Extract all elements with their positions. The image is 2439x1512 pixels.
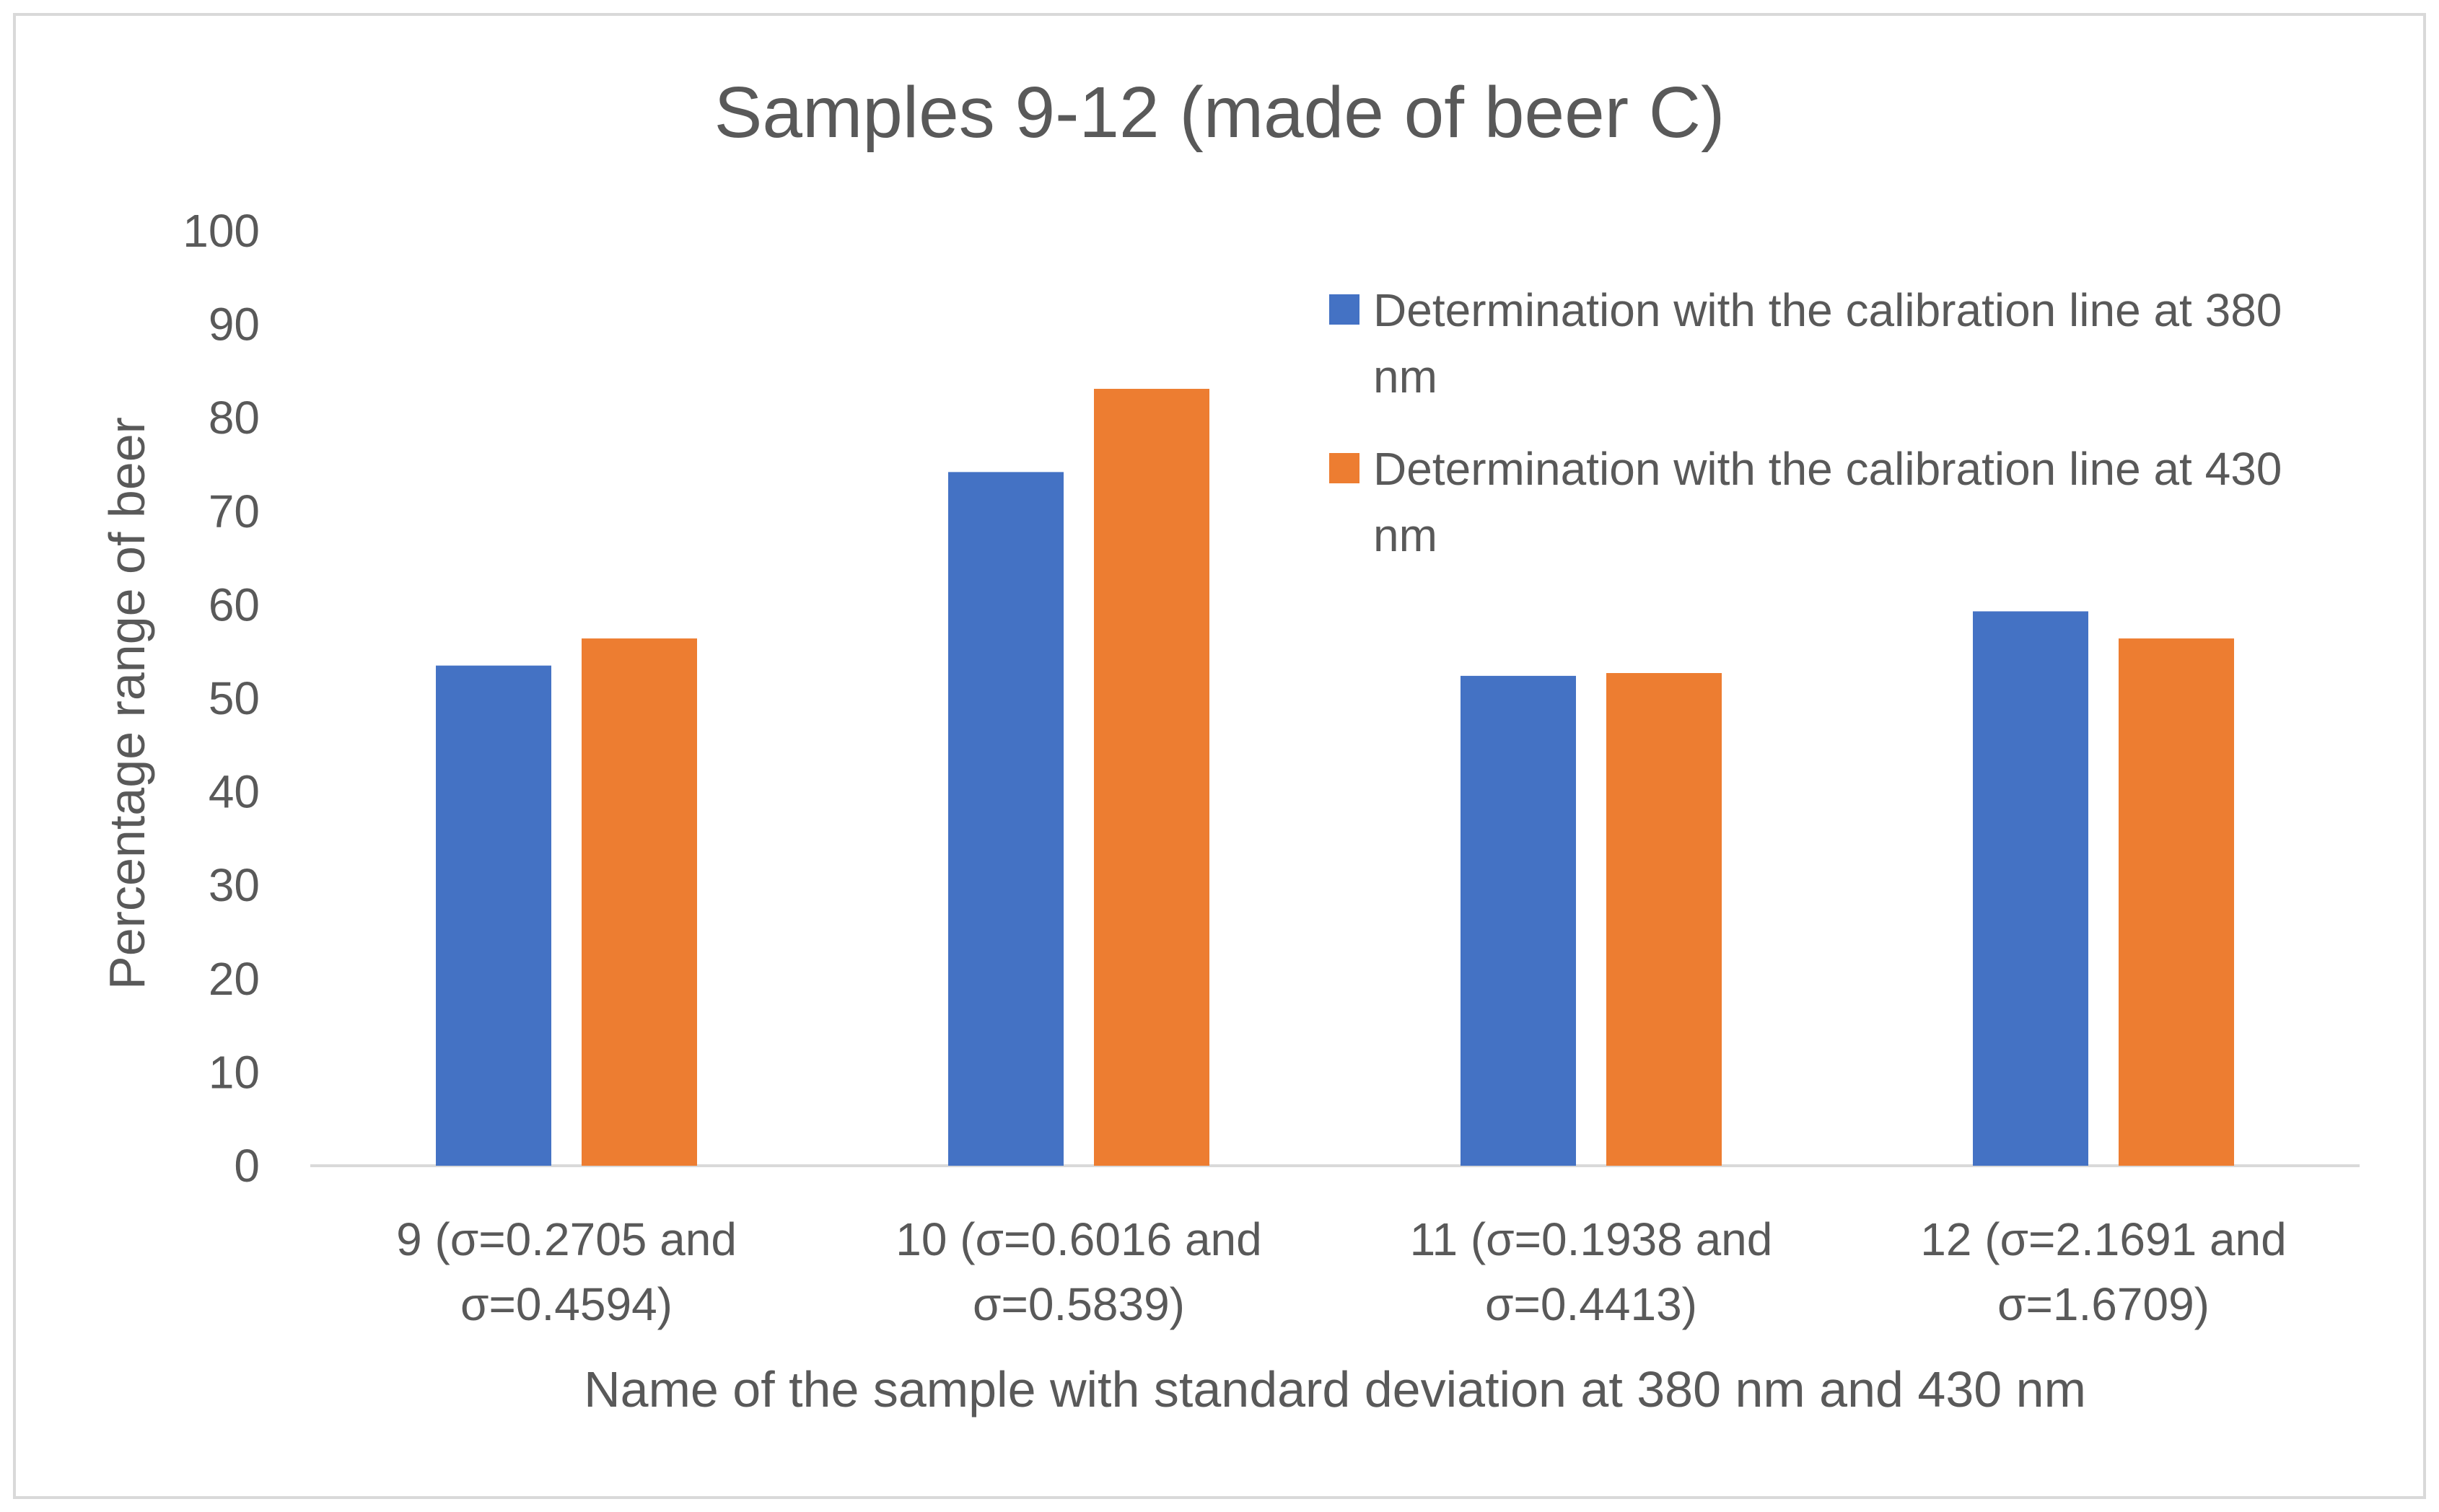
bar-series-1-category-2 (948, 472, 1064, 1166)
chart-title: Samples 9-12 (made of beer C) (714, 72, 1725, 153)
y-tick-label: 30 (209, 859, 260, 911)
y-axis-title: Percentage range of beer (99, 417, 155, 990)
legend-swatch-series-2 (1329, 453, 1359, 483)
y-tick-label: 0 (234, 1140, 260, 1192)
x-tick-label: 11 (σ=0.1938 and (1410, 1213, 1773, 1265)
x-tick-label: σ=1.6709) (1997, 1278, 2210, 1330)
bar-series-2-category-1 (582, 638, 697, 1166)
x-tick-label: 12 (σ=2.1691 and (1920, 1213, 2286, 1265)
legend-label-series-1: nm (1373, 351, 1437, 403)
y-tick-label: 60 (209, 579, 260, 630)
y-axis-ticks: 0 10 20 30 40 50 60 70 80 90 100 (183, 205, 260, 1192)
legend-label-series-2: nm (1373, 509, 1437, 561)
y-tick-label: 80 (209, 392, 260, 444)
x-tick-label: 9 (σ=0.2705 and (396, 1213, 737, 1265)
y-tick-label: 50 (209, 672, 260, 724)
x-tick-label: 10 (σ=0.6016 and (896, 1213, 1261, 1265)
y-tick-label: 90 (209, 299, 260, 351)
y-tick-label: 70 (209, 485, 260, 537)
y-tick-label: 10 (209, 1046, 260, 1098)
bar-series-1-category-4 (1973, 611, 2088, 1166)
bar-series-1-category-1 (436, 665, 551, 1166)
x-tick-label: σ=0.5839) (973, 1278, 1185, 1330)
x-axis-title: Name of the sample with standard deviati… (584, 1361, 2086, 1418)
y-tick-label: 20 (209, 953, 260, 1005)
bar-series-2-category-3 (1606, 673, 1722, 1166)
bar-series-1-category-3 (1461, 675, 1576, 1166)
y-tick-label: 100 (183, 205, 260, 257)
x-tick-label: σ=0.4594) (460, 1278, 673, 1330)
legend-label-series-2: Determination with the calibration line … (1373, 443, 2282, 495)
x-tick-label: σ=0.4413) (1485, 1278, 1697, 1330)
bar-series-2-category-4 (2119, 638, 2234, 1166)
x-axis-tick-labels: 9 (σ=0.2705 and σ=0.4594) 10 (σ=0.6016 and… (396, 1213, 2287, 1330)
legend-swatch-series-1 (1329, 294, 1359, 325)
y-tick-label: 40 (209, 766, 260, 818)
legend-label-series-1: Determination with the calibration line … (1373, 284, 2282, 336)
bar-series-2-category-2 (1094, 389, 1209, 1166)
bars (436, 389, 2234, 1166)
legend: Determination with the calibration line … (1329, 284, 2282, 561)
